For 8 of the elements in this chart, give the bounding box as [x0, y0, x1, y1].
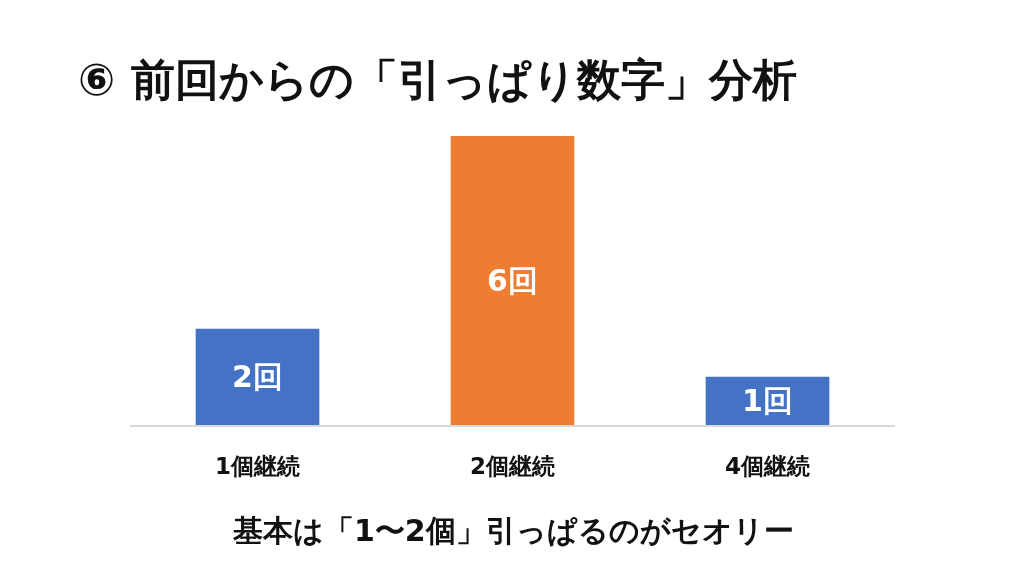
data-label: 1回	[742, 383, 793, 419]
x-tick-label: 4個継続	[724, 453, 811, 480]
data-label: 6回	[487, 263, 538, 298]
x-tick-label: 2個継続	[469, 453, 556, 480]
text: 基本は「1〜2個」引っぱるのがセオリー	[232, 513, 794, 548]
chart-title: ⑥ 前回からの「引っぱり数字」分析	[78, 54, 797, 106]
data-label: 2回	[232, 359, 283, 395]
x-tick-label: 1個継続	[214, 453, 301, 480]
